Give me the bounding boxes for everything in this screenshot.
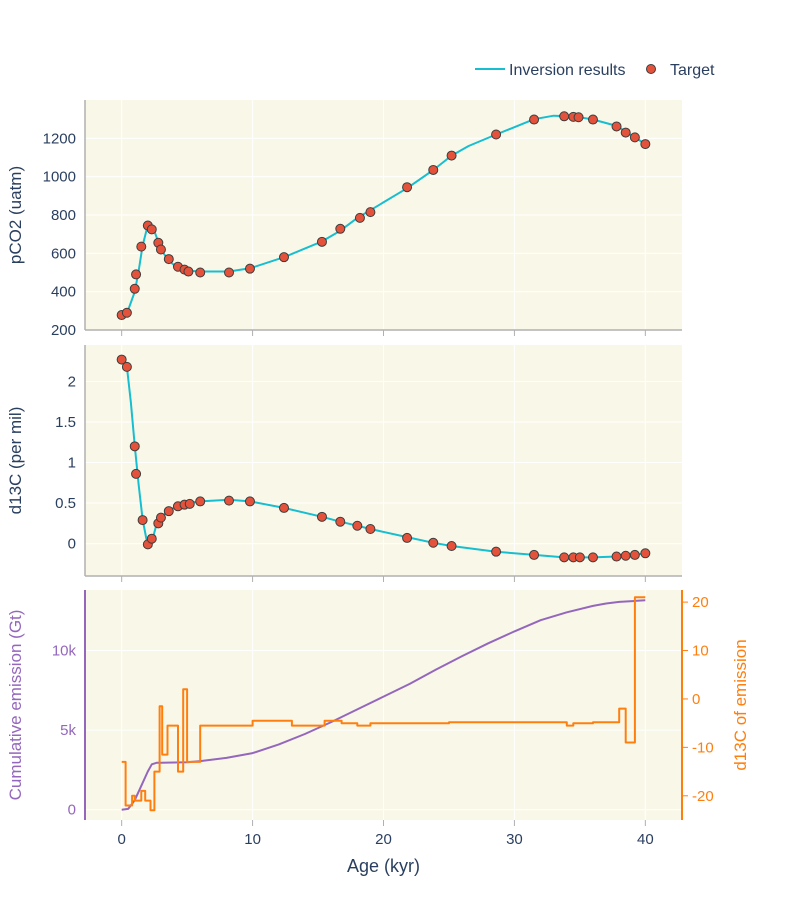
target-point: [620, 127, 631, 138]
x-tick-label: 40: [637, 831, 654, 848]
y-left-tick-label: 5k: [60, 722, 76, 739]
target-point: [620, 550, 631, 561]
target-point: [131, 468, 142, 479]
target-point: [129, 441, 140, 452]
legend-line-label: Inversion results: [509, 62, 626, 79]
target-point: [184, 498, 195, 509]
x-tick-label: 0: [117, 831, 125, 848]
target-point: [629, 132, 640, 143]
target-point: [129, 283, 140, 294]
target-point: [491, 546, 502, 557]
target-point: [402, 182, 413, 193]
y-left-tick-label: 10k: [52, 642, 77, 659]
target-point: [491, 129, 502, 140]
y-tick-label: 800: [51, 207, 76, 224]
y-right-axis-title: d13C of emission: [731, 639, 750, 770]
y-right-tick-label: -20: [692, 788, 714, 805]
legend-marker-swatch: [646, 64, 656, 74]
target-point: [428, 164, 439, 175]
target-point: [611, 551, 622, 562]
target-point: [640, 548, 651, 559]
target-point: [121, 361, 132, 372]
target-point: [244, 263, 255, 274]
target-point: [155, 244, 166, 255]
target-point: [195, 496, 206, 507]
target-point: [335, 223, 346, 234]
y-tick-label: 600: [51, 245, 76, 262]
target-point: [402, 532, 413, 543]
target-point: [587, 552, 598, 563]
target-point: [559, 111, 570, 122]
target-point: [316, 511, 327, 522]
target-point: [121, 307, 132, 318]
y-tick-label: 0: [68, 536, 76, 553]
y-tick-label: 1: [68, 455, 76, 472]
cumulative-emission-line: [121, 599, 646, 811]
y-left-axis-title: Cumulative emission (Gt): [6, 610, 25, 801]
target-point: [137, 515, 148, 526]
target-point: [279, 502, 289, 513]
y-tick-label: 1.5: [55, 414, 76, 431]
y-axis-title: pCO2 (uatm): [6, 166, 25, 264]
target-point: [183, 266, 194, 277]
target-point: [195, 267, 206, 278]
target-point: [428, 537, 439, 548]
legend[interactable]: Inversion results Target: [475, 62, 715, 79]
target-point: [335, 516, 346, 527]
y-axis-title: d13C (per mil): [6, 407, 25, 515]
x-tick-label: 30: [506, 831, 523, 848]
target-point: [365, 207, 376, 218]
target-point: [629, 549, 640, 560]
target-point: [163, 254, 174, 265]
target-point: [163, 506, 174, 517]
target-point: [224, 267, 235, 278]
x-tick-label: 10: [244, 831, 261, 848]
panel-pco2: 200 400 600 800 1000 1200 pCO2 (uatm): [6, 100, 682, 339]
target-point: [155, 512, 166, 523]
target-point: [352, 520, 363, 531]
panel-d13c: 0 0.5 1 1.5 2 d13C (per mil): [6, 345, 682, 582]
y-right-tick-label: -10: [692, 739, 714, 756]
y-tick-label: 2: [68, 373, 76, 390]
target-point: [611, 121, 622, 132]
target-point: [354, 212, 365, 223]
target-point: [116, 354, 127, 365]
target-point: [529, 549, 540, 560]
target-point: [279, 252, 289, 263]
panel-emission: 0 5k 10k -20 -10 0 10 20 0 10 20 30 40 Cumulative emi…: [6, 590, 750, 876]
x-axis-title: Age (kyr): [347, 856, 420, 876]
y-tick-label: 400: [51, 284, 76, 301]
target-point: [559, 552, 570, 563]
emission-d13c-line: [121, 596, 646, 812]
y-tick-label: 1200: [43, 130, 76, 147]
target-point: [587, 114, 598, 125]
target-point: [224, 495, 235, 506]
target-point: [446, 541, 457, 552]
target-point: [316, 236, 327, 247]
y-tick-label: 200: [51, 322, 76, 339]
target-point: [529, 114, 540, 125]
target-point: [446, 150, 457, 161]
target-point: [640, 139, 651, 150]
target-point: [146, 224, 157, 235]
target-point: [574, 552, 585, 563]
y-tick-label: 0.5: [55, 495, 76, 512]
y-tick-label: 1000: [43, 169, 76, 186]
legend-marker-label: Target: [670, 62, 715, 79]
y-left-tick-label: 0: [68, 802, 76, 819]
x-tick-label: 20: [375, 831, 392, 848]
target-point: [573, 112, 584, 123]
target-point: [146, 533, 157, 544]
y-right-tick-label: 10: [692, 643, 709, 660]
target-point: [244, 496, 255, 507]
y-right-tick-label: 0: [692, 691, 700, 708]
target-point: [136, 241, 147, 252]
y-right-tick-label: 20: [692, 594, 709, 611]
target-point: [131, 269, 142, 280]
target-point: [365, 523, 376, 534]
